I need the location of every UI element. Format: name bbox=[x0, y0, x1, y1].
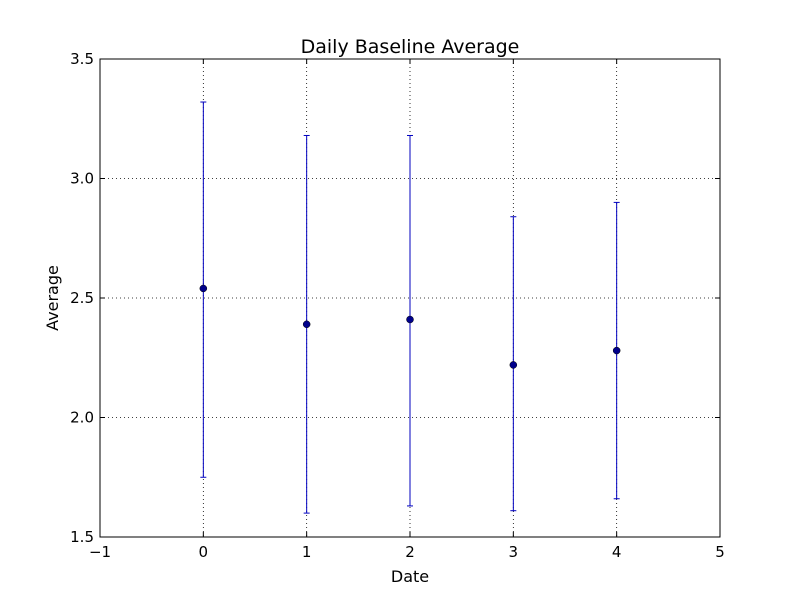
chart-title: Daily Baseline Average bbox=[301, 36, 520, 58]
data-point bbox=[199, 284, 208, 293]
x-tick-label: 5 bbox=[715, 543, 725, 561]
data-point bbox=[509, 361, 518, 369]
y-tick-label: 1.5 bbox=[70, 528, 94, 546]
axis-ticks: −1 0 1 2 3 4 5 1.5 2.0 2.5 3.0 3.5 bbox=[70, 50, 725, 561]
data-points bbox=[199, 284, 621, 369]
x-tick-label: −1 bbox=[89, 543, 111, 561]
y-tick-label: 2.5 bbox=[70, 289, 94, 307]
y-tick-label: 3.5 bbox=[70, 50, 94, 68]
x-tick-label: 0 bbox=[199, 543, 209, 561]
x-axis-label: Date bbox=[391, 567, 429, 586]
data-point bbox=[302, 320, 311, 329]
y-axis-label: Average bbox=[43, 265, 62, 331]
data-point bbox=[406, 315, 414, 324]
x-tick-label: 4 bbox=[612, 543, 622, 561]
x-tick-label: 3 bbox=[509, 543, 519, 561]
y-tick-label: 3.0 bbox=[70, 170, 94, 188]
x-tick-label: 1 bbox=[302, 543, 312, 561]
y-tick-label: 2.0 bbox=[70, 409, 94, 427]
data-point bbox=[612, 346, 621, 355]
x-tick-label: 2 bbox=[405, 543, 415, 561]
